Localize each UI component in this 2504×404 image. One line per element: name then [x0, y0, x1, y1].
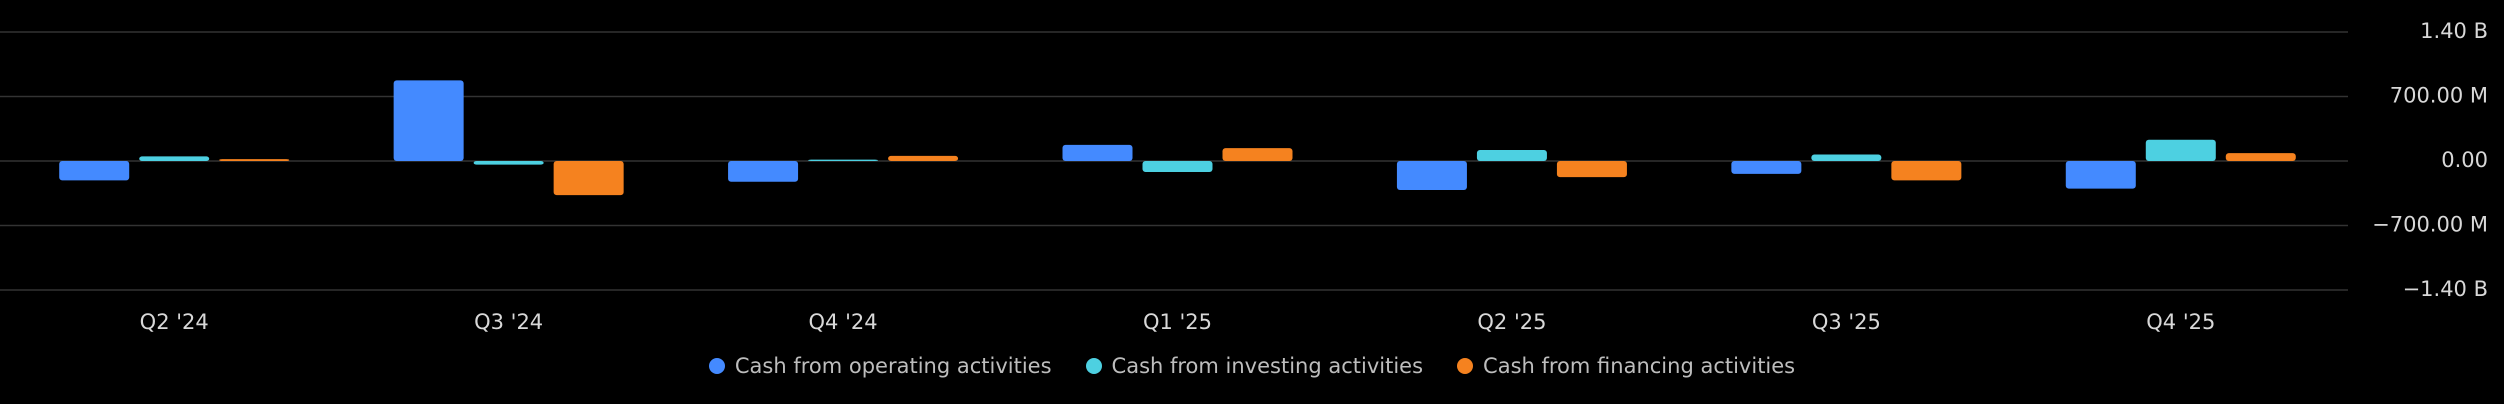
- bar: [1142, 161, 1213, 173]
- bar: [728, 161, 799, 182]
- x-tick-label: Q2 '25: [1477, 310, 1546, 334]
- bar: [1891, 161, 1962, 181]
- bar: [1556, 161, 1627, 178]
- x-tick-label: Q2 '24: [140, 310, 209, 334]
- bar: [1062, 144, 1133, 161]
- x-tick-label: Q3 '24: [474, 310, 543, 334]
- bar: [473, 161, 544, 165]
- x-tick-label: Q4 '25: [2146, 310, 2215, 334]
- bar: [1396, 161, 1467, 191]
- y-tick-label: 700.00 M: [2390, 84, 2488, 108]
- bar: [888, 155, 959, 161]
- x-tick-label: Q4 '24: [809, 310, 878, 334]
- bar: [139, 156, 210, 161]
- legend-item[interactable]: Cash from operating activities: [708, 354, 1052, 378]
- legend-marker: [708, 358, 725, 374]
- bar: [2225, 153, 2296, 161]
- legend-label: Cash from financing activities: [1483, 354, 1796, 378]
- legend: Cash from operating activities Cash from …: [0, 354, 2504, 378]
- y-tick-label: −1.40 B: [2403, 277, 2488, 301]
- bar: [1731, 161, 1802, 174]
- legend-marker: [1085, 358, 1102, 374]
- legend-item[interactable]: Cash from financing activities: [1457, 354, 1795, 378]
- y-tick-label: 0.00: [2441, 148, 2488, 172]
- x-tick-label: Q1 '25: [1143, 310, 1212, 334]
- bar: [1222, 148, 1293, 161]
- bar: [1811, 154, 1882, 161]
- bar: [393, 80, 464, 161]
- bar: [59, 161, 130, 181]
- y-tick-label: 1.40 B: [2420, 19, 2488, 43]
- legend-label: Cash from operating activities: [734, 354, 1052, 378]
- x-tick-label: Q3 '25: [1812, 310, 1881, 334]
- bar: [553, 161, 624, 196]
- bar: [808, 159, 879, 161]
- bar: [1476, 149, 1547, 161]
- legend-marker: [1457, 358, 1474, 374]
- y-tick-label: −700.00 M: [2372, 213, 2488, 237]
- bar: [2065, 161, 2136, 189]
- legend-item[interactable]: Cash from investing activities: [1085, 354, 1424, 378]
- legend-label: Cash from investing activities: [1111, 354, 1424, 378]
- bar: [2145, 139, 2216, 161]
- bar: [219, 159, 290, 161]
